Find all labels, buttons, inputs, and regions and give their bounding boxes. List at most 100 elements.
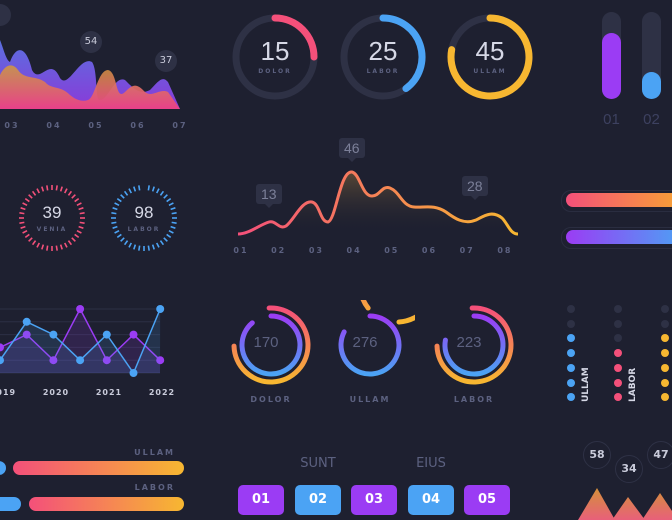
gauge-tick (31, 190, 37, 196)
ring-value: 170 (253, 334, 279, 351)
gauge-tick (46, 245, 49, 251)
x-tick-label: 01 (233, 246, 249, 255)
level-dot (614, 378, 622, 387)
x-tick-label: 06 (130, 121, 146, 130)
level-dot (661, 305, 669, 313)
gauge-tick (24, 197, 30, 203)
gauge-tick (59, 244, 63, 250)
progress-bar-warm (566, 193, 672, 207)
gauge-tick (79, 221, 85, 224)
level-dot (661, 334, 669, 343)
donut-label: LABOR (366, 68, 400, 75)
gauge-tick (55, 185, 58, 191)
peak-chart (578, 488, 672, 520)
gauge-label: VENIA (36, 226, 68, 233)
step-button-04[interactable]: 04 (408, 485, 454, 515)
data-point-blue (0, 356, 4, 365)
level-dot (567, 349, 575, 358)
gauge-tick (67, 190, 73, 196)
step-button-01[interactable]: 01 (238, 485, 284, 515)
x-tick-label: 04 (46, 121, 62, 130)
level-dot (661, 363, 669, 372)
gauge-tick (28, 237, 33, 242)
x-tick-label: 2019 (0, 388, 17, 397)
level-dot (567, 334, 575, 343)
gauge-tick (111, 212, 117, 215)
tick-gauge (111, 185, 177, 251)
donut-dolor (232, 14, 318, 100)
wave-callout: 46 (339, 138, 365, 162)
level-dot (661, 378, 669, 387)
gauge-tick (63, 188, 68, 194)
step-button-05[interactable]: 05 (464, 485, 510, 515)
gauge-tick (151, 244, 155, 250)
gauge-tick (155, 242, 160, 248)
ring-outer-arc (231, 305, 311, 385)
gauge-tick (55, 245, 58, 251)
gauge-tick (147, 185, 150, 191)
x-tick-label: 04 (346, 246, 362, 255)
gauge-tick (31, 240, 37, 246)
ring-value: 276 (352, 334, 378, 351)
step-label: SUNT (300, 456, 336, 471)
progress-bar-blue (0, 497, 21, 511)
vertical-bar-label: 01 (603, 111, 620, 128)
gauge-tick (41, 244, 45, 250)
peak-callout: 58 (583, 441, 611, 469)
x-tick-label: 08 (497, 246, 513, 255)
gauge-tick (138, 245, 141, 251)
progress-bar-warm (13, 461, 184, 475)
level-dot (614, 305, 622, 313)
step-label: EIUS (416, 456, 446, 471)
vertical-bar-fill (602, 33, 621, 99)
gauge-tick (20, 225, 26, 229)
data-point-blue (49, 330, 58, 339)
wave-callout: 13 (256, 184, 282, 208)
series-area-purple (0, 309, 161, 373)
level-dot (567, 378, 575, 387)
level-dot (661, 393, 669, 402)
gauge-tick (46, 185, 49, 191)
gauge-tick (166, 233, 172, 239)
series-area-blue (0, 309, 161, 373)
gauge-tick (114, 229, 120, 234)
x-tick-label: 03 (308, 246, 324, 255)
ring-inner-arc (239, 313, 303, 377)
donut-ullam (447, 14, 533, 100)
gauge-tick (159, 190, 165, 196)
callout-bubble: 37 (155, 50, 177, 72)
gauge-tick (78, 207, 84, 211)
gauge-tick (163, 194, 168, 199)
step-button-02[interactable]: 02 (295, 485, 341, 515)
gauge-tick (171, 212, 177, 215)
wave-area-fill (238, 171, 518, 234)
dot-column-label: ULLAM (581, 367, 591, 402)
gauge-tick (36, 188, 41, 194)
gauge-tick (120, 194, 125, 199)
x-tick-label: 06 (421, 246, 438, 255)
step-button-03[interactable]: 03 (351, 485, 397, 515)
peak-callout: 34 (615, 455, 643, 483)
level-dot (614, 349, 622, 358)
wave-callout: 28 (462, 176, 488, 200)
gauge-tick (123, 190, 129, 196)
level-dot (614, 319, 622, 328)
gauge-tick (78, 225, 84, 229)
level-dot (567, 319, 575, 328)
gauge-value: 39 (42, 203, 62, 222)
ring-chart (434, 305, 514, 385)
line-chart (0, 305, 165, 377)
data-point-purple (156, 356, 165, 365)
ring-label: DOLOR (250, 395, 292, 404)
gauge-tick (138, 185, 141, 191)
ring-inner-arc (442, 313, 506, 377)
area-series-orange (0, 65, 180, 109)
bar-label: LABOR (134, 483, 175, 492)
level-dot (567, 305, 575, 313)
progress-track (561, 227, 672, 249)
ring-inner-arc (338, 313, 402, 377)
data-point-purple (76, 305, 85, 313)
tick-gauge (19, 185, 85, 251)
gauge-tick (151, 186, 155, 192)
ring-label: LABOR (453, 395, 495, 404)
